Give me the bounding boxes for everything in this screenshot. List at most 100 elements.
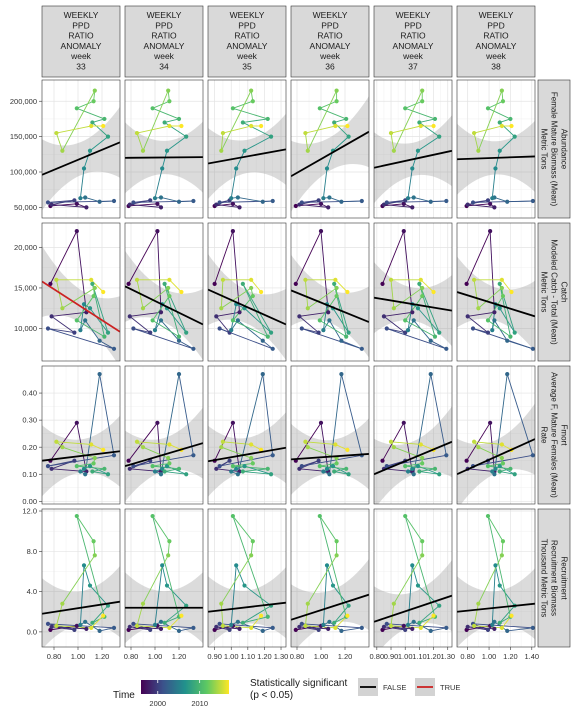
time-path-segment — [62, 446, 95, 459]
time-path-segment — [299, 204, 329, 208]
data-point — [45, 326, 51, 331]
data-point — [476, 306, 481, 311]
confidence-ribbon — [42, 245, 120, 361]
data-point — [229, 469, 234, 474]
data-point — [127, 202, 132, 207]
data-point — [167, 442, 172, 447]
time-path-segment — [232, 320, 268, 338]
trend-line — [291, 289, 369, 323]
y-tick-label: 15,000 — [14, 284, 37, 293]
time-path-segment — [152, 100, 170, 109]
data-point — [176, 628, 182, 633]
column-header-text: week — [153, 51, 175, 61]
time-path-segment — [501, 279, 512, 293]
column-header-box — [124, 5, 204, 78]
data-point — [405, 469, 411, 474]
data-point — [259, 289, 264, 295]
data-point — [327, 472, 332, 477]
time-path-segment — [232, 462, 253, 467]
data-point — [297, 624, 302, 629]
time-path-segment — [420, 615, 434, 629]
data-point — [155, 201, 160, 206]
panel-background — [457, 366, 535, 504]
data-point — [428, 338, 433, 343]
panel-r2-c5 — [373, 222, 453, 362]
data-point — [497, 306, 502, 311]
data-point — [234, 166, 239, 171]
time-path-segment — [322, 304, 328, 331]
panel-r2-c3 — [207, 222, 287, 362]
panel-border — [373, 365, 453, 505]
data-point — [160, 563, 165, 568]
data-point — [388, 277, 394, 282]
time-path-segment — [160, 374, 180, 475]
data-point — [471, 439, 477, 444]
time-path-segment — [382, 230, 405, 285]
time-path-segment — [419, 616, 436, 624]
time-path-segment — [79, 168, 85, 199]
data-point — [105, 134, 111, 139]
data-point — [303, 623, 308, 628]
data-point — [81, 166, 87, 171]
data-point — [346, 472, 351, 477]
data-point — [444, 625, 449, 630]
time-path-segment — [493, 374, 508, 475]
data-point — [89, 442, 94, 447]
data-point — [318, 229, 324, 234]
data-point — [167, 625, 172, 630]
data-point — [249, 123, 254, 129]
time-path-segment — [474, 625, 502, 629]
data-point — [303, 130, 308, 136]
panel-border — [373, 222, 453, 362]
data-point — [219, 306, 224, 311]
panel-content — [374, 229, 452, 351]
time-path-segment — [390, 441, 421, 445]
data-point — [162, 120, 167, 125]
data-point — [54, 623, 59, 628]
data-point — [465, 202, 470, 207]
data-point — [499, 285, 504, 291]
data-point — [176, 372, 182, 377]
time-path-segment — [304, 279, 309, 309]
data-point — [229, 622, 234, 627]
panel-content — [374, 88, 452, 210]
row-strip-text: Fmort — [560, 425, 569, 447]
legend-line-title: Statistically significant — [250, 678, 347, 689]
data-point — [237, 626, 242, 631]
panel-border — [290, 79, 370, 219]
data-point — [166, 88, 171, 93]
time-path-segment — [326, 565, 334, 586]
panel-content — [42, 372, 120, 497]
time-path-segment — [237, 320, 264, 342]
panel-r3-c3 — [207, 365, 287, 505]
time-path-segment — [332, 307, 349, 333]
data-point — [45, 621, 51, 626]
data-point — [152, 469, 158, 474]
data-point — [78, 622, 83, 627]
data-point — [249, 285, 254, 291]
time-path-segment — [220, 90, 252, 151]
data-point — [380, 281, 385, 286]
time-path-segment — [76, 231, 87, 313]
panel-border — [207, 508, 287, 648]
time-path-segment — [407, 565, 413, 625]
time-path-segment — [420, 444, 434, 451]
time-path-segment — [244, 136, 272, 152]
time-path-segment — [262, 340, 274, 350]
panel-r4-c4 — [290, 508, 370, 648]
data-point — [230, 464, 235, 469]
data-point — [265, 116, 270, 122]
panel-border — [207, 79, 287, 219]
data-point — [293, 627, 298, 632]
data-point — [234, 466, 239, 471]
data-point — [334, 99, 339, 104]
data-point — [214, 624, 219, 629]
data-point — [179, 289, 184, 295]
data-point — [359, 346, 364, 351]
data-point — [83, 472, 88, 477]
time-path-segment — [222, 625, 252, 629]
data-point — [505, 628, 510, 633]
time-path-segment — [305, 441, 336, 445]
data-point — [305, 601, 310, 606]
time-path-segment — [242, 616, 268, 624]
